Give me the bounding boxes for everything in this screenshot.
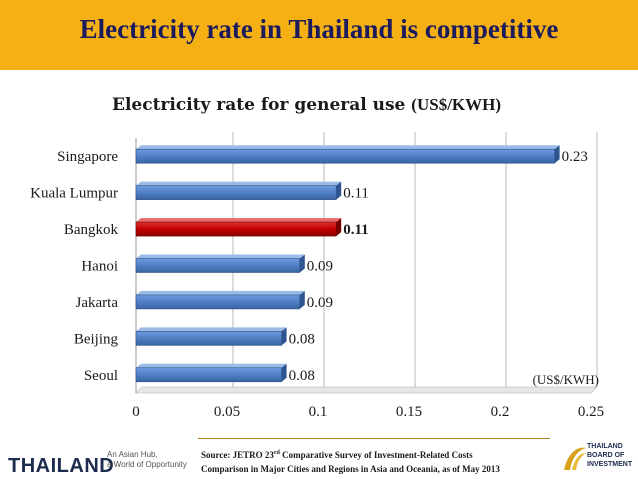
bar xyxy=(135,148,555,164)
data-label: 0.09 xyxy=(307,259,333,275)
bar-side xyxy=(281,327,287,346)
x-tick-label: 0.2 xyxy=(491,404,510,420)
source-superscript: rd xyxy=(273,450,280,456)
source-prefix: Source: JETRO 23 xyxy=(201,450,274,460)
bar-side xyxy=(299,254,305,273)
data-label: 0.09 xyxy=(307,295,333,311)
title-banner: Electricity rate in Thailand is competit… xyxy=(0,0,638,70)
tagline-line-2: a World of Opportunity xyxy=(107,460,187,469)
x-tick-label: 0.05 xyxy=(214,404,240,420)
source-rest: Comparative Survey of Investment-Related… xyxy=(279,450,473,460)
data-label: 0.08 xyxy=(289,368,315,384)
boi-line-3: INVESTMENT xyxy=(587,461,633,468)
data-label: 0.23 xyxy=(562,149,588,165)
bar-side xyxy=(281,363,287,382)
bar-chart: 0 0.05 0.1 0.15 0.2 0.25 Singapore 0.23 Kuala Lu… xyxy=(30,132,604,420)
bar-top xyxy=(136,290,305,295)
bar-side xyxy=(299,290,305,309)
tagline-line-1: An Asian Hub, xyxy=(107,450,158,459)
x-tick-label: 0.15 xyxy=(396,404,422,420)
chart-floor xyxy=(135,386,598,394)
slide-title: Electricity rate in Thailand is competit… xyxy=(79,14,559,44)
category-label: Hanoi xyxy=(81,259,118,275)
boi-line-1: THAILAND xyxy=(587,443,623,450)
x-tick-label: 0.1 xyxy=(309,404,328,420)
source-divider xyxy=(198,438,550,439)
bar xyxy=(135,367,282,383)
tagline: An Asian Hub, a World of Opportunity xyxy=(107,450,197,470)
category-label: Beijing xyxy=(74,331,119,347)
thailand-logo: THAILAND xyxy=(8,455,115,477)
data-label: 0.11 xyxy=(343,222,368,238)
category-label: Singapore xyxy=(57,149,118,165)
bar xyxy=(135,331,282,346)
category-label: Jakarta xyxy=(76,295,119,311)
bar xyxy=(135,294,301,310)
bar xyxy=(135,185,337,200)
chart-title-unit: (US$/KWH) xyxy=(411,95,502,114)
boi-logo-text: THAILAND BOARD OF INVESTMENT xyxy=(587,442,637,469)
x-tick-label: 0.25 xyxy=(578,404,604,420)
category-label: Seoul xyxy=(84,368,118,384)
boi-line-2: BOARD OF xyxy=(587,452,625,459)
bar-side xyxy=(336,218,342,237)
chart-title: Electricity rate for general use (US$/KW… xyxy=(112,95,501,115)
bar-top xyxy=(136,181,342,186)
bar-side xyxy=(336,181,342,200)
bar-top xyxy=(136,327,287,332)
data-label: 0.11 xyxy=(343,186,369,202)
bar-side xyxy=(554,145,560,164)
unit-note: (US$/KWH) xyxy=(533,372,599,387)
source-note: Source: JETRO 23rd Comparative Survey of… xyxy=(201,446,561,476)
bar xyxy=(135,221,337,237)
chart-title-text: Electricity rate for general use xyxy=(112,95,406,115)
category-label: Kuala Lumpur xyxy=(30,186,118,202)
bar-top xyxy=(136,218,342,223)
source-line-2: Comparison in Major Cities and Regions i… xyxy=(201,464,500,474)
bar-top xyxy=(136,254,305,259)
x-tick-label: 0 xyxy=(132,404,140,420)
bar-top xyxy=(136,363,287,368)
boi-logo-icon xyxy=(564,447,586,470)
category-label: Bangkok xyxy=(64,222,119,238)
data-label: 0.08 xyxy=(289,331,315,347)
bar xyxy=(135,258,301,273)
bar-top xyxy=(136,145,560,150)
